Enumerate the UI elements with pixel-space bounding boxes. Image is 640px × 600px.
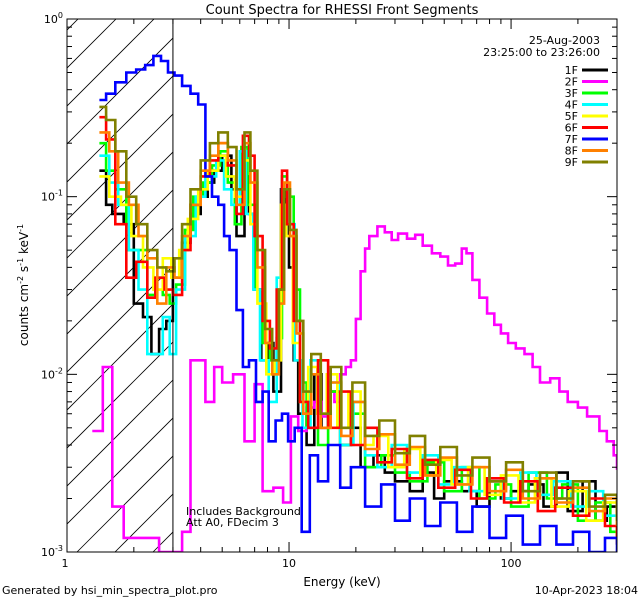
hatch-stroke: [67, 227, 173, 335]
hatch-stroke: [67, 37, 173, 145]
legend-label-7f: 7F: [565, 133, 578, 146]
y-axis: 10-3 10-2 10-1 100: [41, 11, 617, 559]
x-axis: 10 100 1: [62, 19, 618, 570]
x-tick-label: 100: [501, 557, 522, 570]
series-7f-line: [99, 54, 617, 552]
series-layer: [92, 54, 617, 552]
y-tick-label: 10-2: [41, 366, 63, 381]
chart-title: Count Spectra for RHESSI Front Segments: [206, 3, 479, 18]
x-axis-label: Energy (keV): [303, 575, 380, 589]
legend-label-9f: 9F: [565, 156, 578, 169]
footer-timestamp: 10-Apr-2023 18:04: [535, 584, 638, 597]
legend-label-8f: 8F: [565, 145, 578, 158]
hatch-stroke: [67, 151, 173, 259]
x-tick-label: 10: [282, 557, 296, 570]
legend-label-5f: 5F: [565, 110, 578, 123]
date-label: 25-Aug-2003: [529, 34, 600, 47]
footer-generated-by: Generated by hsi_min_spectra_plot.pro: [2, 584, 218, 597]
legend-label-3f: 3F: [565, 87, 578, 100]
series-9f-line: [99, 105, 617, 521]
legend-label-6f: 6F: [565, 122, 578, 135]
x-tick-label: 1: [62, 557, 69, 570]
legend-label-4f: 4F: [565, 99, 578, 112]
y-tick-label: 10-3: [41, 544, 63, 559]
hatch-stroke: [67, 189, 173, 297]
time-range-label: 23:25:00 to 23:26:00: [483, 46, 600, 59]
y-tick-label: 10-1: [41, 189, 63, 204]
attenuator-hatch-region: [67, 19, 173, 552]
y-axis-label: counts cm-2 s-1 keV-1: [16, 224, 31, 346]
legend-label-1f: 1F: [565, 64, 578, 77]
hatch-stroke: [67, 19, 117, 69]
hatch-stroke: [67, 379, 173, 487]
annotation-attenuator: Att A0, FDecim 3: [186, 516, 279, 529]
hatch-stroke: [67, 417, 173, 525]
y-tick-label: 100: [44, 11, 63, 26]
plot-frame: [66, 18, 618, 553]
legend-label-2f: 2F: [565, 76, 578, 89]
annotation-background: Includes Background: [186, 505, 301, 518]
series-2f-line: [92, 225, 617, 552]
hatch-stroke: [67, 19, 155, 107]
